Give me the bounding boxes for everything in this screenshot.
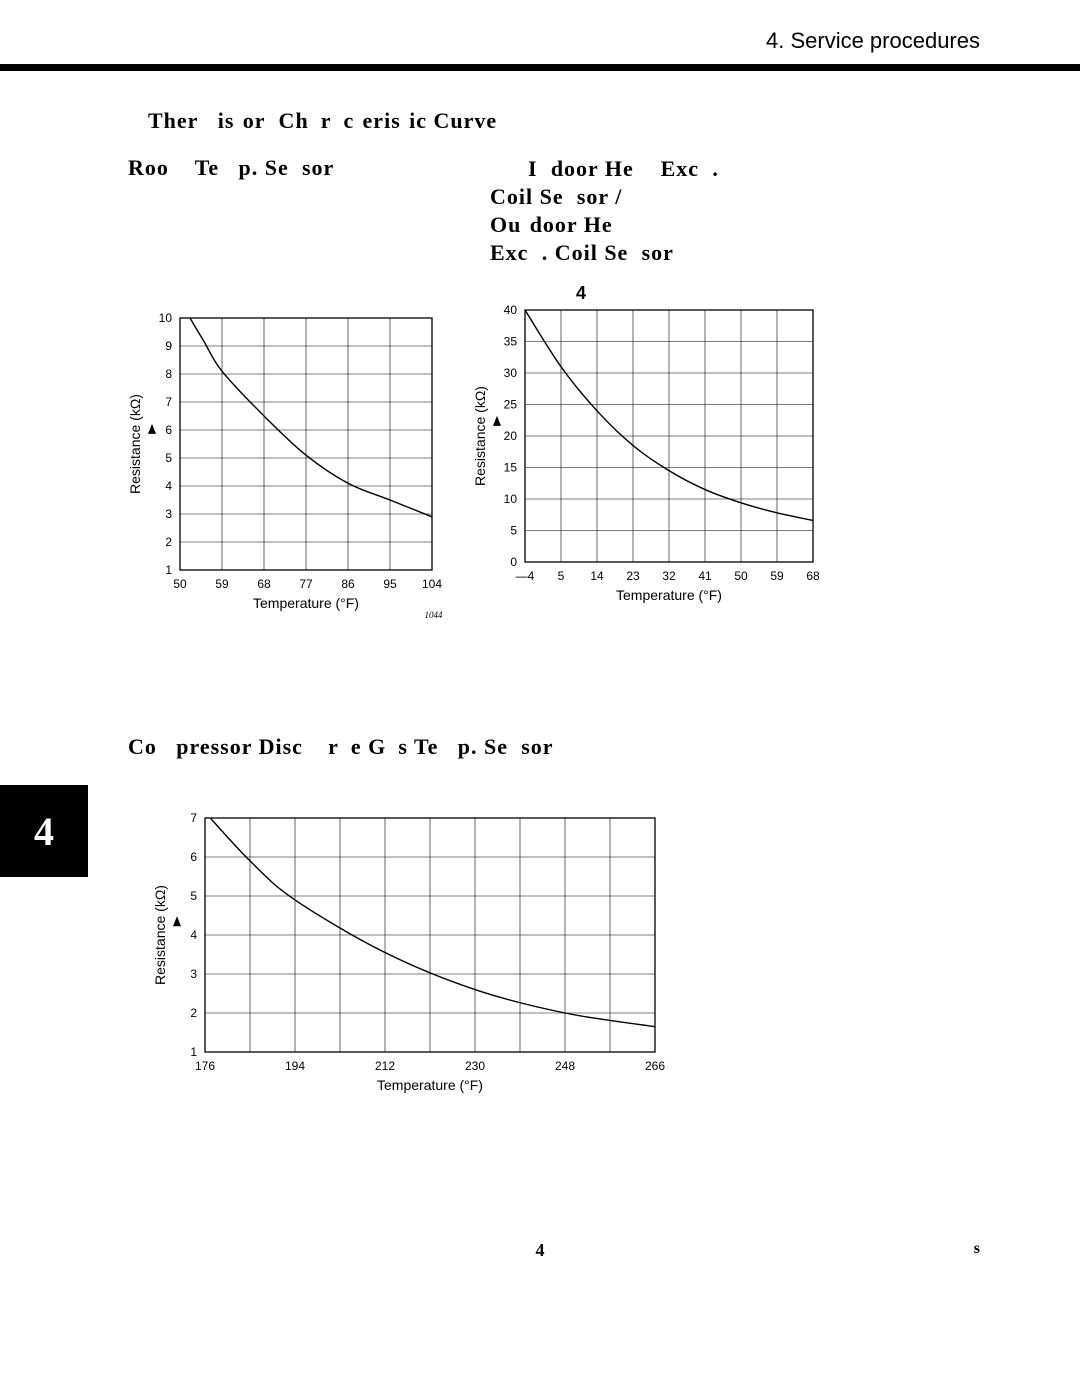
svg-text:95: 95 [383,577,397,591]
page-number: 4 [0,1240,1080,1261]
svg-text:50: 50 [734,569,748,583]
svg-text:230: 230 [465,1059,485,1073]
heading-thermistor-curve: Thermistor Characteristic Curve [148,108,497,134]
svg-text:86: 86 [341,577,355,591]
svg-text:Temperature (°F): Temperature (°F) [253,595,359,611]
heading-text: Ther [148,108,198,133]
svg-text:68: 68 [806,569,820,583]
svg-text:59: 59 [215,577,229,591]
svg-text:35: 35 [504,335,518,349]
chart-room-sensor: 50 59 68 77 86 95 104 1 2 3 4 5 6 7 8 9 10 Temperature (°… [125,310,442,625]
section-title: 4. Service procedures [766,28,980,54]
svg-text:212: 212 [375,1059,395,1073]
coil-line-1: Indoor Heat Exch. [490,155,719,183]
svg-text:7: 7 [190,811,197,825]
svg-text:77: 77 [299,577,313,591]
svg-text:Resistance (kΩ): Resistance (kΩ) [127,394,143,494]
side-tab-chapter: 4 [0,785,88,877]
chart-compressor-sensor: 176 194 212 230 248 266 1 2 3 4 5 6 7 Temperature (°F… [150,810,665,1107]
svg-text:25: 25 [504,398,518,412]
svg-text:248: 248 [555,1059,575,1073]
heading-coil-sensor: Indoor Heat Exch. Coil Sensor / Outdoor … [490,155,910,267]
chart-svg: 50 59 68 77 86 95 104 1 2 3 4 5 6 7 8 9 10 Temperature (°… [125,310,442,625]
header-rule [0,64,1080,70]
svg-text:Temperature (°F): Temperature (°F) [616,587,722,603]
svg-text:14: 14 [590,569,604,583]
svg-text:32: 32 [662,569,676,583]
chart-svg: 176 194 212 230 248 266 1 2 3 4 5 6 7 Temperature (°F… [150,810,665,1107]
svg-text:50: 50 [173,577,187,591]
svg-text:6: 6 [190,850,197,864]
svg-text:3: 3 [165,507,172,521]
svg-text:104: 104 [422,577,442,591]
svg-text:Resistance (kΩ): Resistance (kΩ) [472,386,488,486]
svg-text:9: 9 [165,339,172,353]
svg-text:2: 2 [165,535,172,549]
svg-text:41: 41 [698,569,712,583]
svg-text:10: 10 [504,492,518,506]
svg-text:5: 5 [510,524,517,538]
svg-text:1: 1 [190,1045,197,1059]
svg-text:0: 0 [510,555,517,569]
svg-text:59: 59 [770,569,784,583]
heading-compressor: Compressor Discharge Gas Temp. Sensor [128,734,554,760]
svg-text:20: 20 [504,429,518,443]
svg-text:23: 23 [626,569,640,583]
svg-text:7: 7 [165,395,172,409]
svg-text:194: 194 [285,1059,305,1073]
svg-text:1044_M_I: 1044_M_I [425,610,443,620]
svg-text:266: 266 [645,1059,665,1073]
svg-text:8: 8 [165,367,172,381]
svg-text:—4: —4 [516,569,535,583]
svg-text:1: 1 [165,563,172,577]
svg-text:4: 4 [190,928,197,942]
chart-coil-sensor: —4 5 14 23 32 41 50 59 68 0 5 10 15 20 25 30 35 40 Tempera… [470,302,823,617]
coil-line-2: Coil Sensor / [490,184,622,209]
svg-text:Resistance (kΩ): Resistance (kΩ) [152,885,168,985]
svg-text:5: 5 [558,569,565,583]
svg-text:68: 68 [257,577,271,591]
svg-text:10: 10 [159,311,173,325]
coil-line-4: Exch. Coil Sensor [490,240,674,265]
svg-text:3: 3 [190,967,197,981]
footer-right-text: s [974,1240,980,1258]
svg-text:6: 6 [165,423,172,437]
svg-text:176: 176 [195,1059,215,1073]
chart-right-number: 4 [576,283,586,304]
svg-text:15: 15 [504,461,518,475]
svg-text:Temperature (°F): Temperature (°F) [377,1077,483,1093]
page: 4. Service procedures Thermistor Charact… [0,0,1080,1397]
svg-text:40: 40 [504,303,518,317]
svg-text:4: 4 [165,479,172,493]
chart-svg: —4 5 14 23 32 41 50 59 68 0 5 10 15 20 25 30 35 40 Tempera… [470,302,823,617]
svg-text:2: 2 [190,1006,197,1020]
coil-line-3: Outdoor Heat [490,212,633,237]
heading-room-sensor: Room Temp. Sensor [128,155,334,181]
svg-text:5: 5 [165,451,172,465]
svg-text:5: 5 [190,889,197,903]
svg-text:30: 30 [504,366,518,380]
